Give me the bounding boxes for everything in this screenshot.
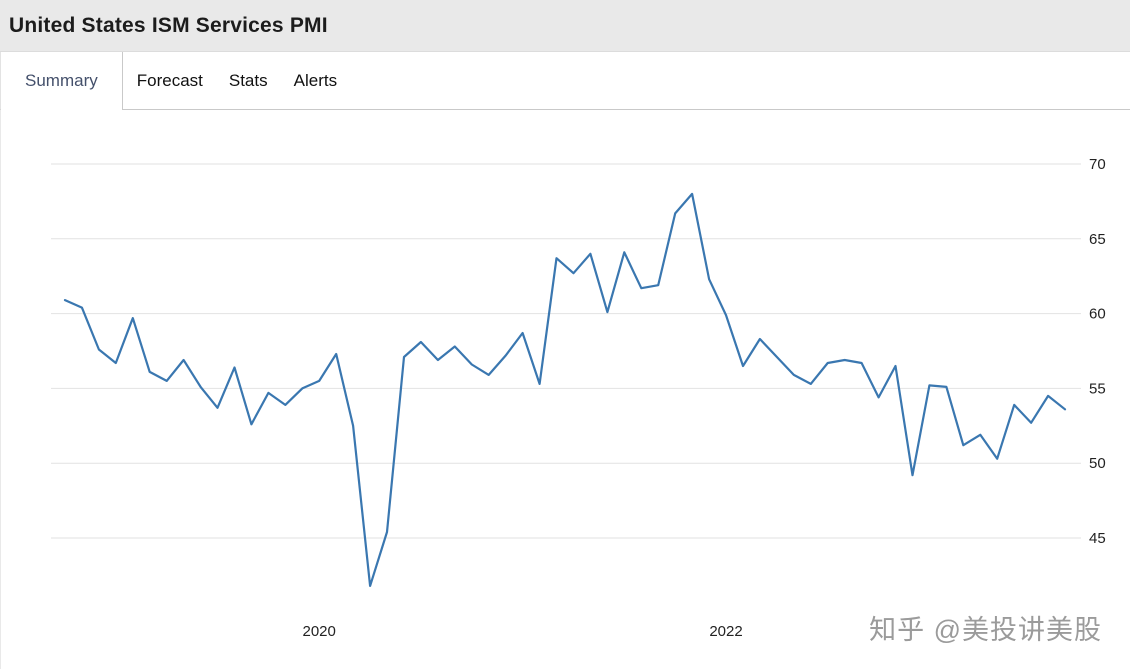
x-tick-label: 2022: [709, 623, 742, 640]
y-tick-label: 70: [1089, 156, 1106, 173]
header-bar: United States ISM Services PMI: [0, 0, 1130, 52]
y-tick-label: 60: [1089, 306, 1106, 323]
chart-container: 45 50 55 60 65 70 2020 2022 知乎 @美投讲美股: [0, 110, 1130, 669]
pmi-line: [63, 192, 1067, 587]
pmi-line-chart: 45 50 55 60 65 70 2020 2022: [51, 156, 1106, 640]
tab-forecast[interactable]: Forecast: [136, 70, 203, 90]
y-tick-label: 45: [1089, 530, 1106, 547]
y-tick-label: 50: [1089, 455, 1106, 472]
y-tick-label: 55: [1089, 380, 1106, 397]
tab-alerts[interactable]: Alerts: [293, 70, 338, 90]
x-tick-label: 2020: [303, 623, 336, 640]
y-tick-label: 65: [1089, 231, 1106, 248]
tab-stats[interactable]: Stats: [228, 70, 268, 90]
tab-summary[interactable]: Summary: [1, 52, 123, 110]
page-title: United States ISM Services PMI: [9, 13, 328, 37]
tab-bar: Summary Forecast Stats Alerts: [0, 52, 1130, 110]
